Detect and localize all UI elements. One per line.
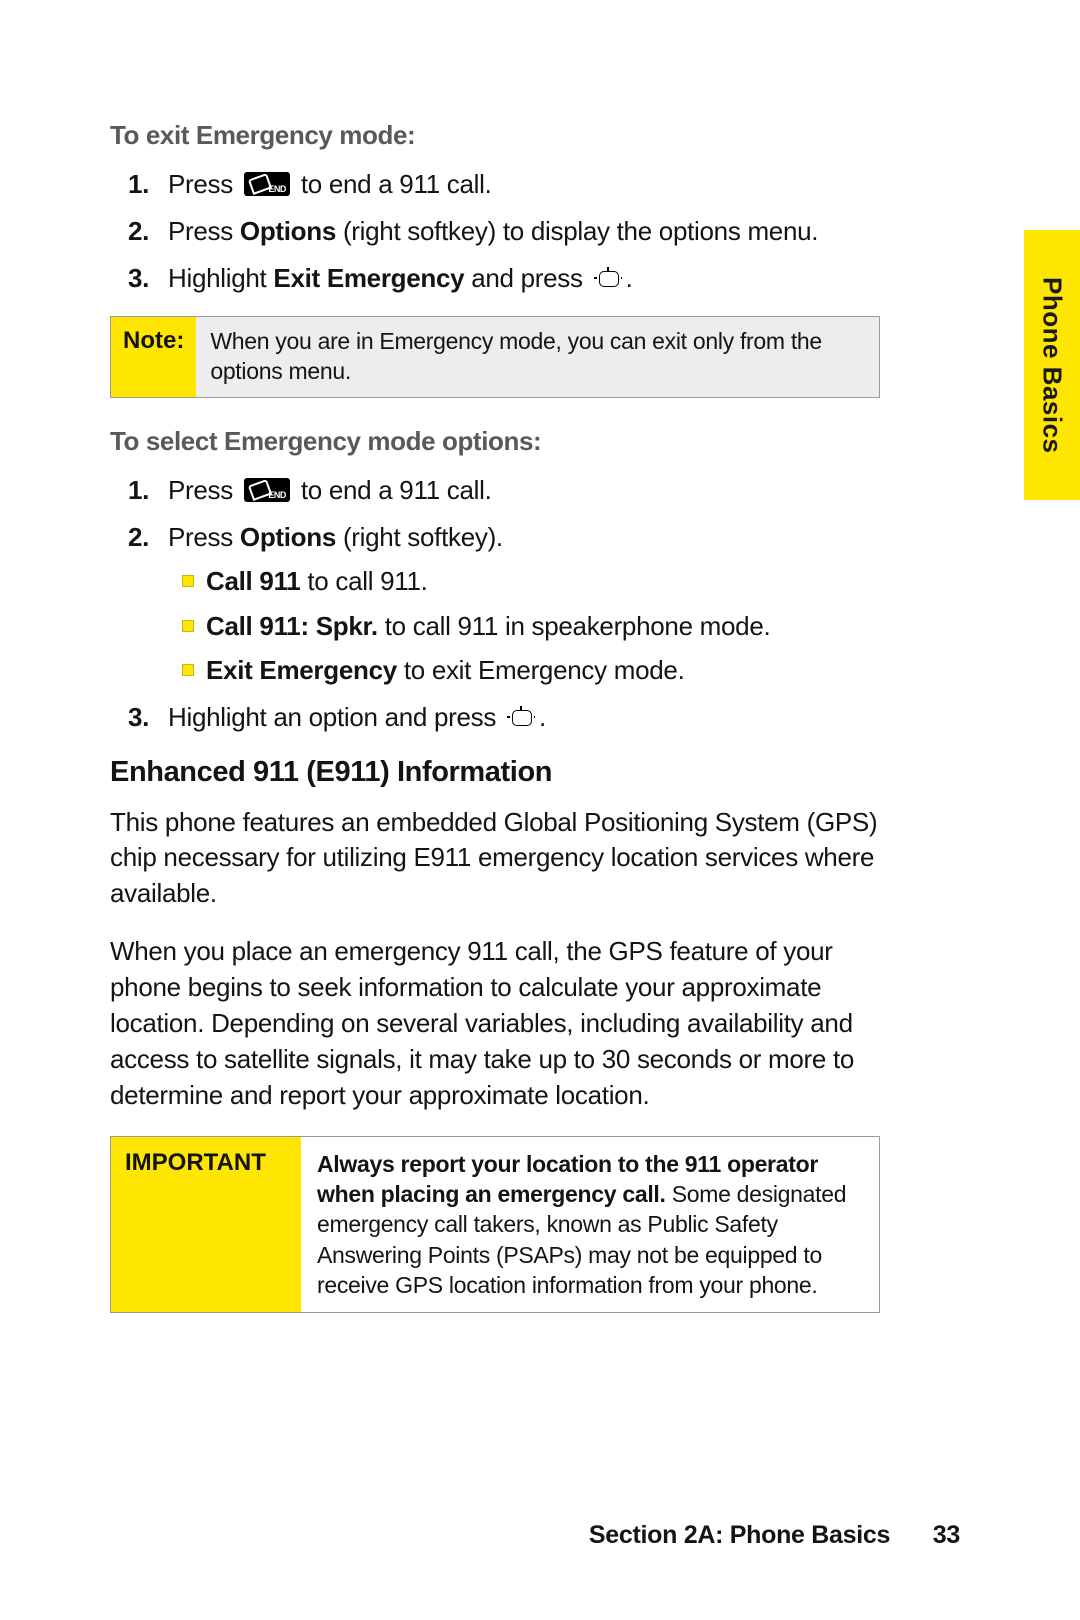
footer-section: Section 2A: Phone Basics [589, 1521, 890, 1549]
sub-item: Exit Emergency to exit Emergency mode. [168, 652, 880, 688]
step-item: Press to end a 911 call. [110, 167, 880, 202]
side-tab: Phone Basics [1024, 230, 1080, 500]
end-key-icon [244, 478, 290, 502]
e911-paragraph: When you place an emergency 911 call, th… [110, 934, 880, 1113]
page-number: 33 [933, 1521, 960, 1549]
ok-key-icon [506, 709, 536, 729]
select-options-heading: To select Emergency mode options: [110, 426, 880, 457]
sub-item: Call 911: Spkr. to call 911 in speakerph… [168, 608, 880, 644]
e911-heading: Enhanced 911 (E911) Information [110, 756, 880, 789]
note-body: When you are in Emergency mode, you can … [196, 317, 879, 397]
step-item: Press to end a 911 call. [110, 473, 880, 508]
end-key-icon [244, 172, 290, 196]
sub-item: Call 911 to call 911. [168, 563, 880, 599]
manual-page: Phone Basics To exit Emergency mode: Pre… [0, 0, 1080, 1620]
step-item: Press Options (right softkey). Call 911 … [110, 520, 880, 688]
options-sublist: Call 911 to call 911. Call 911: Spkr. to… [168, 563, 880, 688]
side-tab-label: Phone Basics [1037, 277, 1068, 454]
step-item: Highlight Exit Emergency and press . [110, 261, 880, 296]
step-item: Highlight an option and press . [110, 700, 880, 735]
note-box: Note: When you are in Emergency mode, yo… [110, 316, 880, 398]
important-body: Always report your location to the 911 o… [301, 1137, 879, 1313]
e911-paragraph: This phone features an embedded Global P… [110, 805, 880, 913]
exit-emergency-steps: Press to end a 911 call. Press Options (… [110, 167, 880, 296]
page-footer: Section 2A: Phone Basics 33 [589, 1521, 960, 1550]
exit-emergency-heading: To exit Emergency mode: [110, 120, 880, 151]
step-item: Press Options (right softkey) to display… [110, 214, 880, 249]
ok-key-icon [593, 270, 623, 290]
page-content: To exit Emergency mode: Press to end a 9… [110, 120, 880, 1313]
important-label: IMPORTANT [111, 1137, 301, 1313]
important-box: IMPORTANT Always report your location to… [110, 1136, 880, 1314]
select-options-steps: Press to end a 911 call. Press Options (… [110, 473, 880, 735]
note-label: Note: [111, 317, 196, 397]
